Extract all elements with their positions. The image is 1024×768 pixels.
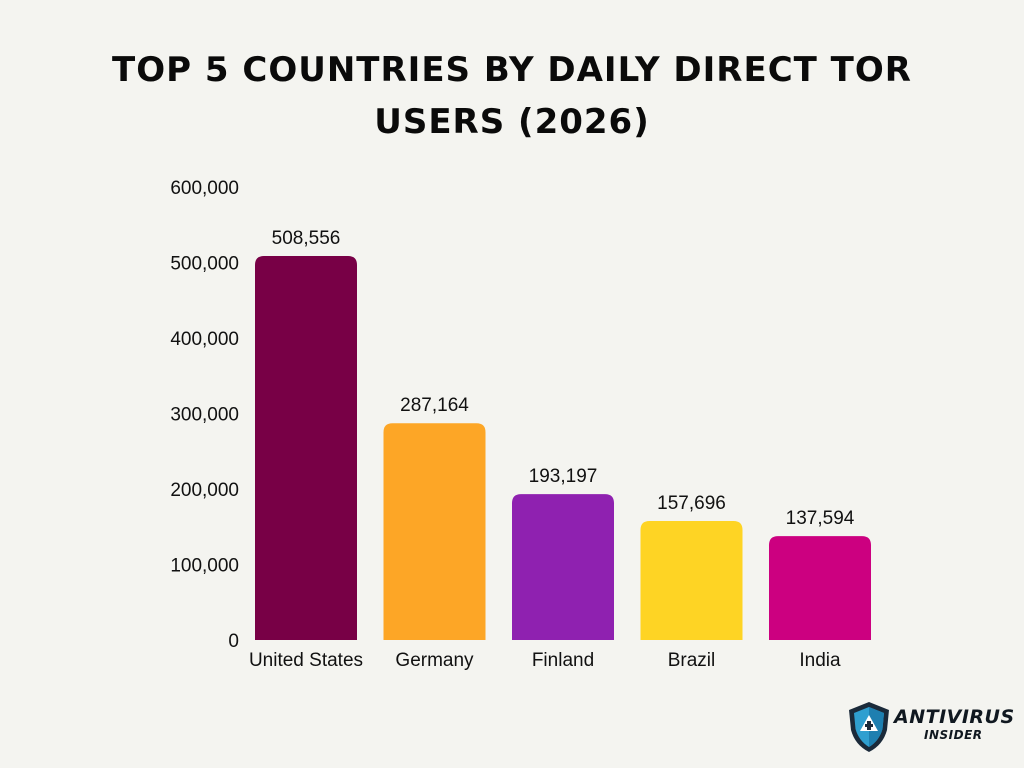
logo-word-insider: INSIDER: [924, 728, 983, 742]
y-tick-label: 100,000: [170, 556, 239, 577]
y-tick-label: 0: [228, 631, 239, 652]
bar-value-label: 157,696: [657, 493, 726, 514]
y-tick-label: 600,000: [170, 178, 239, 199]
logo-word-antivirus: ANTIVIRUS: [894, 706, 1015, 728]
bar-germany: [383, 423, 486, 640]
y-tick-label: 300,000: [170, 405, 239, 426]
bar-value-label: 137,594: [786, 508, 855, 529]
bar-value-label: 508,556: [272, 228, 341, 249]
x-tick-label: Germany: [395, 650, 474, 671]
shield-icon: [849, 702, 889, 752]
x-tick-label: Finland: [532, 650, 594, 671]
y-tick-label: 400,000: [170, 329, 239, 350]
chart-title: TOP 5 COUNTRIES BY DAILY DIRECT TOR USER…: [112, 50, 912, 142]
antivirus-insider-logo: ANTIVIRUS INSIDER: [846, 700, 1014, 754]
bar-india: [769, 536, 871, 640]
y-tick-label: 500,000: [170, 254, 239, 275]
x-tick-label: India: [799, 650, 841, 671]
x-tick-label: United States: [249, 650, 363, 671]
bar-finland: [512, 494, 614, 640]
x-tick-label: Brazil: [668, 650, 716, 671]
bar-brazil: [640, 520, 743, 640]
bar-value-label: 193,197: [529, 466, 598, 487]
bar-value-label: 287,164: [400, 395, 469, 416]
bar-united-states: [255, 256, 357, 640]
y-tick-label: 200,000: [170, 480, 239, 501]
